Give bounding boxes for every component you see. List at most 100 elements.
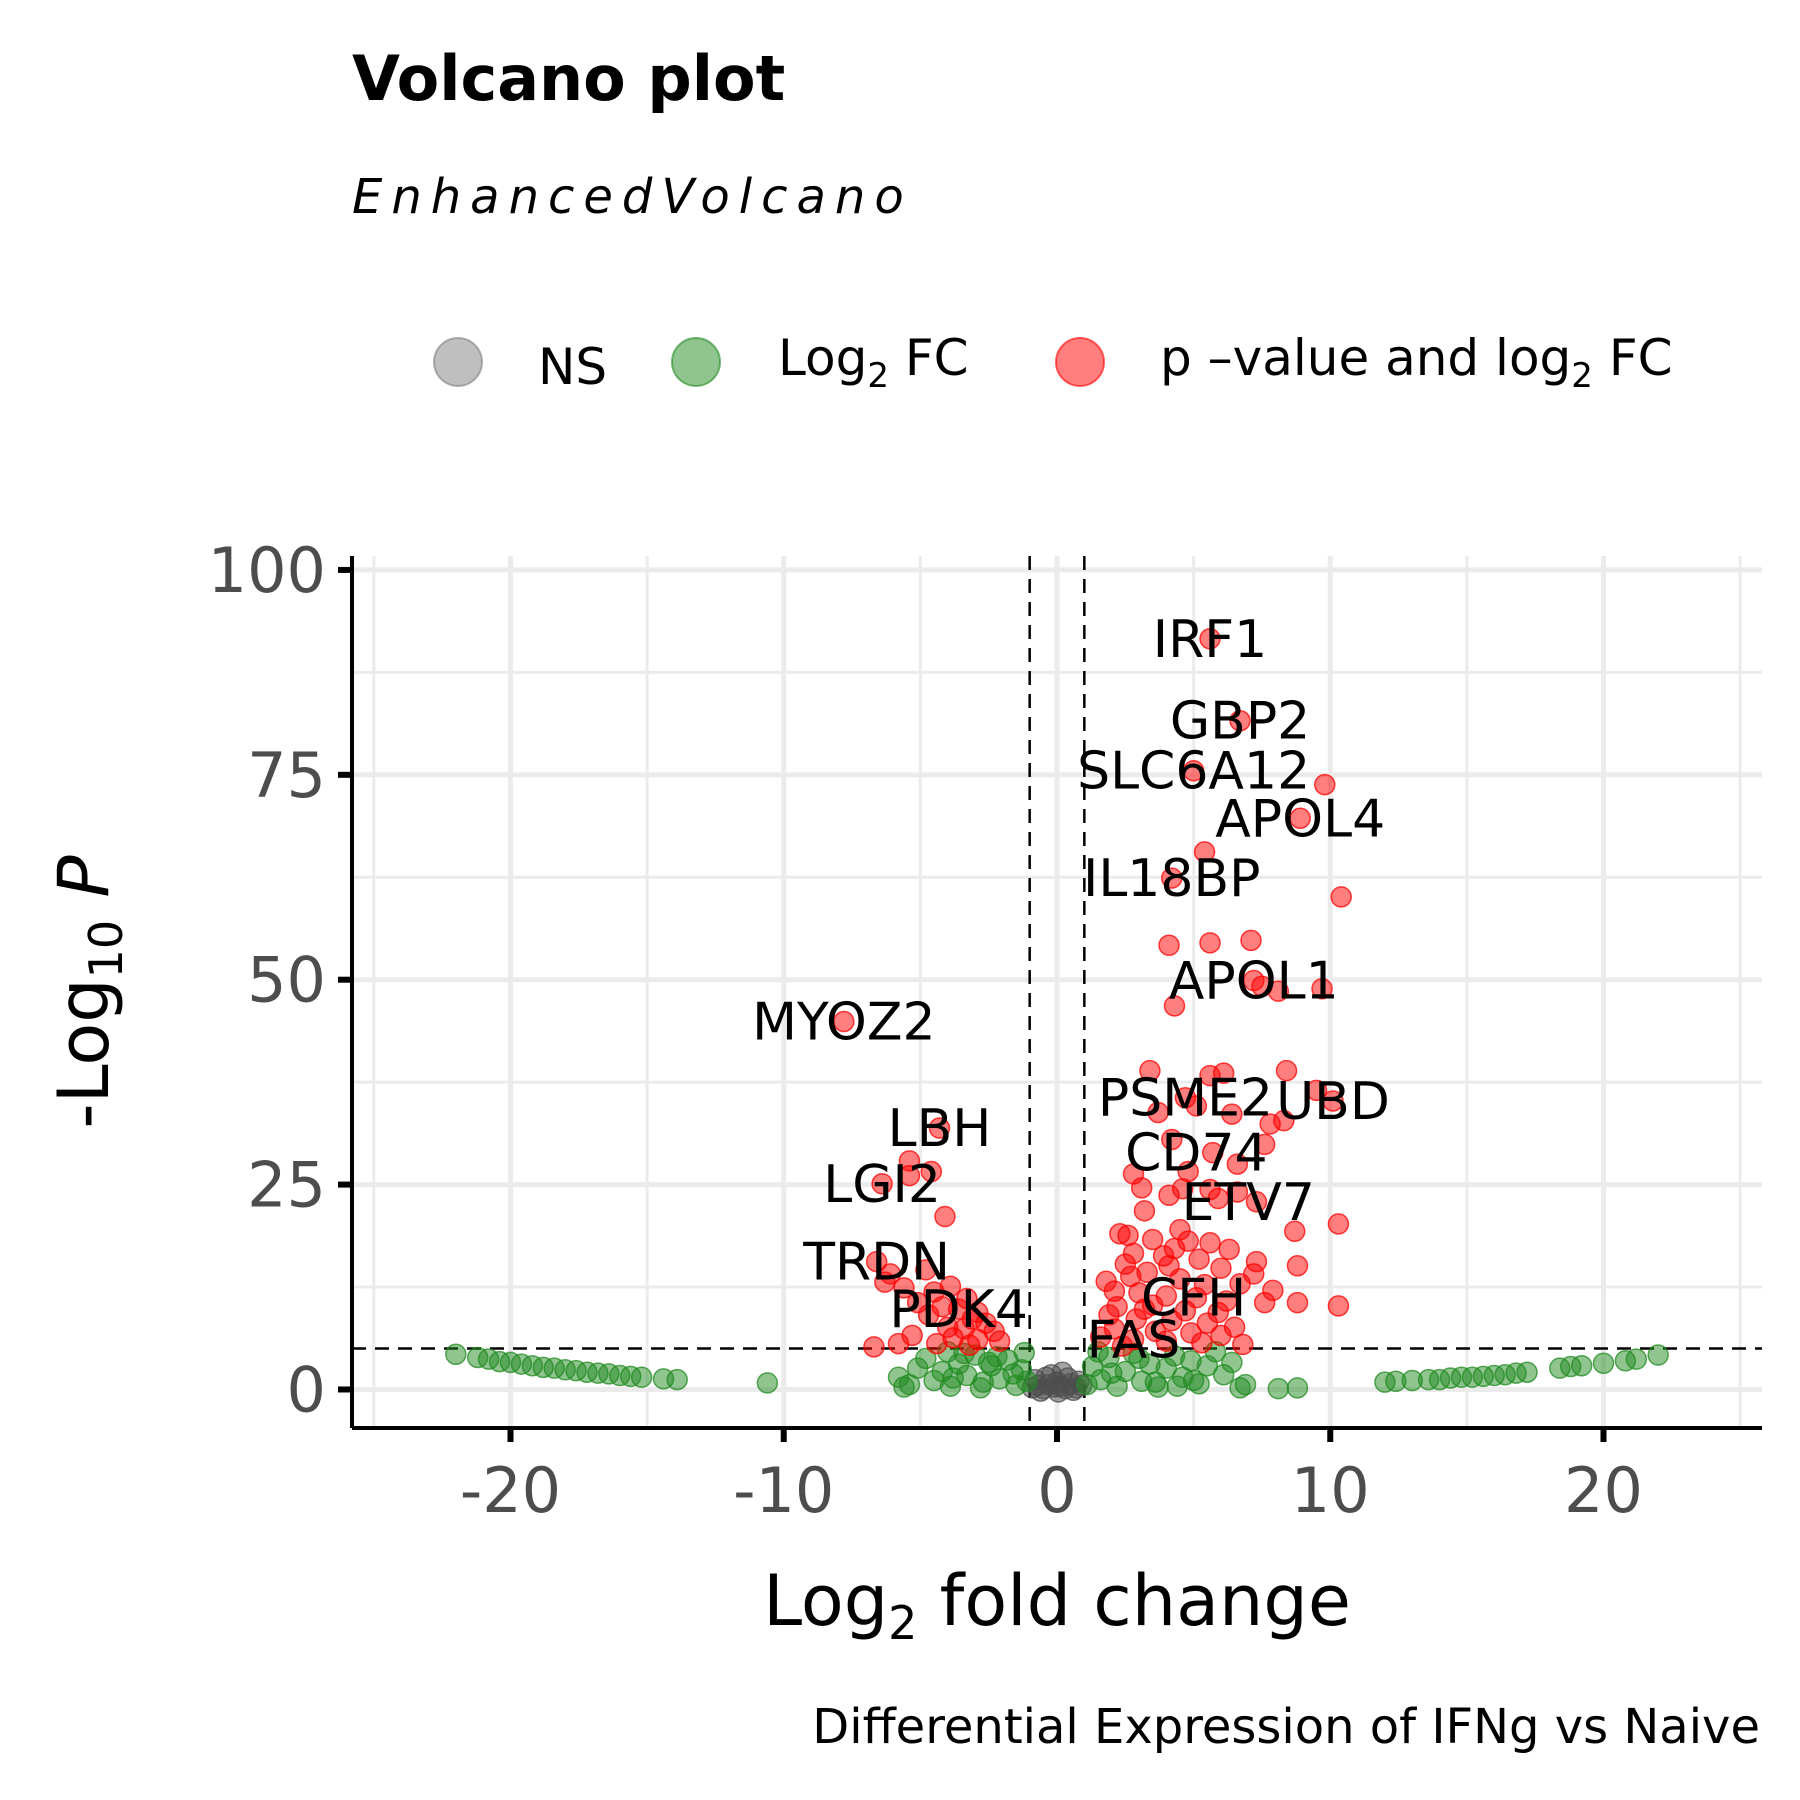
legend-key-ns: [433, 337, 483, 387]
data-point-both: [1240, 929, 1262, 952]
data-point-both: [915, 1259, 937, 1281]
data-point-both: [1182, 759, 1205, 782]
gene-label-cd74: CD74: [1125, 1124, 1268, 1184]
data-point-both: [1202, 1141, 1224, 1164]
data-point-both: [1322, 1090, 1344, 1112]
data-point-both: [1136, 1261, 1158, 1284]
data-point-both: [1095, 1270, 1117, 1293]
data-point-both: [1199, 932, 1221, 954]
x-tick-label: 0: [1037, 1454, 1076, 1527]
x-tick-label: 10: [1291, 1454, 1370, 1527]
data-point-both: [1155, 1330, 1178, 1352]
gene-label-irf1: IRF1: [1153, 610, 1267, 670]
legend-key-fc: [671, 337, 721, 387]
data-point-both: [1207, 1187, 1229, 1210]
data-point-both: [1161, 1309, 1183, 1332]
chart-grid: [352, 556, 1762, 1428]
chart-subtitle: EnhancedVolcano: [352, 169, 913, 225]
data-point-fc: [1286, 1377, 1309, 1399]
data-point-both: [1267, 980, 1290, 1002]
data-point-both: [917, 1304, 940, 1326]
data-point-both: [1199, 1232, 1221, 1254]
y-tick-label: 25: [247, 1149, 326, 1222]
gene-label-apol1: APOL1: [1169, 952, 1339, 1012]
x-tick-label: -20: [460, 1454, 561, 1527]
data-point-both: [1305, 1079, 1328, 1102]
data-point-both: [871, 1173, 893, 1195]
data-point-both: [1089, 1326, 1112, 1348]
chart-caption: Differential Expression of IFNg vs Naive: [812, 1699, 1760, 1755]
data-point-fc: [445, 1343, 467, 1365]
data-point-both: [1242, 1263, 1265, 1285]
gene-label-pdk4: PDK4: [889, 1280, 1028, 1340]
data-point-both: [1210, 1324, 1232, 1347]
gene-label-psme2: PSME2: [1098, 1069, 1273, 1129]
chart-legend: NS Log2 FC p –value and log2 FC: [433, 329, 1673, 396]
data-point-fc: [1100, 1362, 1123, 1384]
gene-label-etv7: ETV7: [1182, 1173, 1315, 1233]
gene-label-trdn: TRDN: [802, 1233, 950, 1293]
data-point-both: [1253, 1291, 1276, 1314]
chart-title: Volcano plot: [352, 42, 785, 115]
data-point-fc: [1516, 1361, 1538, 1384]
data-point-both: [898, 1164, 921, 1187]
data-point-both: [1191, 1332, 1213, 1354]
chart-axes: -20 -10 0 10 20 0 25 50 75 100 Log2 fold change -Lo…: [43, 534, 1762, 1650]
data-point-both: [1311, 977, 1333, 1000]
data-point-both: [934, 1205, 956, 1228]
data-point-fc: [756, 1372, 779, 1394]
data-point-both: [939, 1275, 962, 1297]
data-point-both: [1275, 1059, 1298, 1082]
data-point-both: [926, 1332, 948, 1355]
gene-label-ubd: UBD: [1276, 1072, 1390, 1132]
data-point-both: [1139, 1059, 1161, 1082]
gene-label-cfh: CFH: [1141, 1269, 1246, 1329]
data-point-both: [1133, 1200, 1156, 1222]
gene-label-gbp2: GBP2: [1170, 692, 1310, 752]
gene-label-il18bp: IL18BP: [1083, 849, 1261, 909]
data-point-both: [1289, 807, 1311, 830]
data-point-both: [1147, 1101, 1169, 1124]
data-point-fc: [1013, 1341, 1035, 1364]
legend-label-fc: Log2 FC: [778, 329, 969, 396]
data-point-both: [1232, 1333, 1254, 1356]
data-point-both: [1188, 1248, 1210, 1270]
data-point-both: [1161, 1128, 1183, 1151]
data-point-both: [1226, 1181, 1249, 1203]
data-point-fc: [1647, 1344, 1669, 1366]
x-tick-label: -10: [733, 1454, 834, 1527]
data-point-both: [1327, 1213, 1350, 1235]
legend-label-both: p –value and log2 FC: [1160, 329, 1673, 396]
data-point-both: [1330, 886, 1352, 908]
data-point-both: [1130, 1177, 1153, 1199]
data-point-fc: [1234, 1373, 1257, 1396]
gene-label-myoz2: MYOZ2: [752, 993, 935, 1053]
y-tick-label: 0: [287, 1353, 326, 1426]
data-point-fc: [1221, 1351, 1243, 1374]
data-point-both: [1245, 1191, 1268, 1213]
data-points: [445, 628, 1669, 1403]
data-point-both: [920, 1160, 943, 1183]
data-point-fc: [893, 1376, 915, 1398]
gene-label-lbh: LBH: [888, 1099, 992, 1159]
y-tick-label: 50: [247, 944, 326, 1017]
data-point-both: [1283, 1220, 1306, 1243]
gene-label-fas: FAS: [1087, 1310, 1181, 1370]
threshold-lines: [352, 556, 1762, 1428]
data-point-both: [1229, 709, 1251, 732]
data-point-fc: [1182, 1369, 1205, 1392]
data-point-fc: [1002, 1363, 1025, 1385]
data-point-both: [1226, 1153, 1249, 1175]
data-point-both: [863, 1336, 885, 1358]
data-point-both: [1161, 867, 1183, 889]
data-point-both: [1210, 1257, 1232, 1279]
data-point-both: [1158, 1184, 1180, 1206]
data-point-fc: [1625, 1348, 1648, 1370]
data-point-both: [865, 1250, 888, 1273]
data-point-both: [1141, 1228, 1164, 1251]
data-point-fc: [666, 1368, 688, 1391]
data-point-both: [1158, 934, 1180, 957]
gene-label-lgi2: LGI2: [823, 1155, 941, 1215]
y-axis-title: -Log10 P: [43, 855, 133, 1129]
